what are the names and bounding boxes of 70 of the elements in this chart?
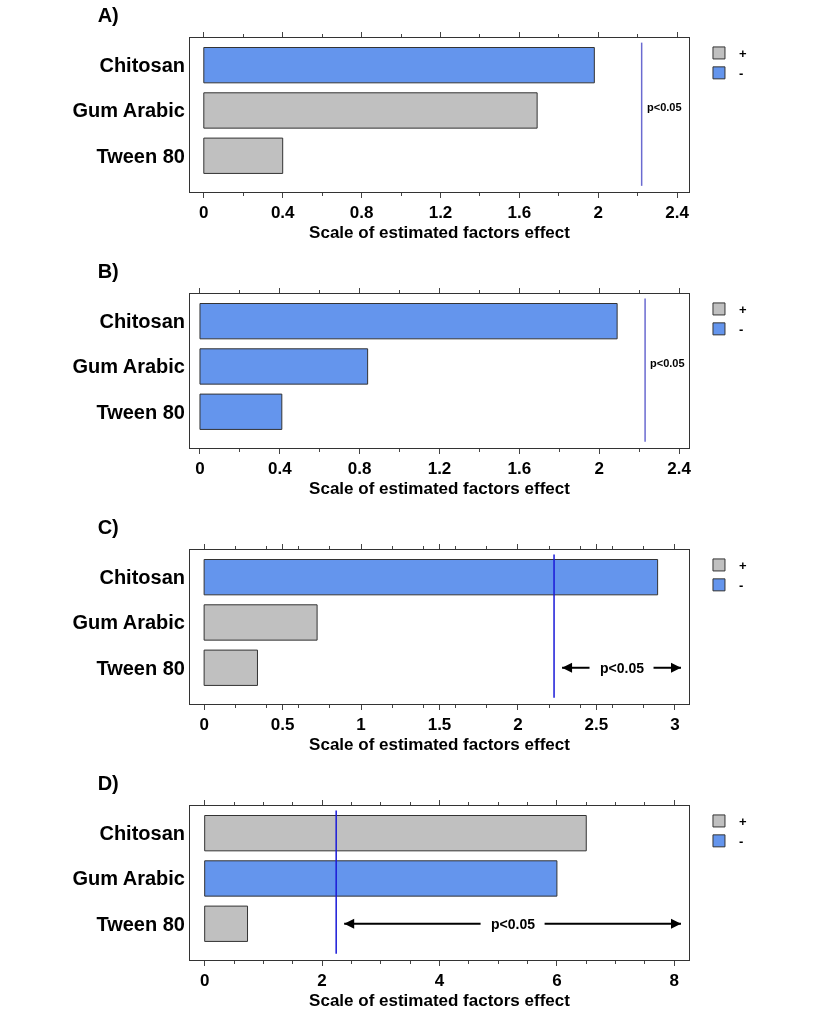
y-tick-label: Tween 80 [96, 400, 185, 423]
y-tick-label: Chitosan [99, 310, 185, 333]
x-tick-label: 0 [195, 459, 205, 479]
bar [199, 303, 618, 340]
bar [203, 604, 318, 641]
chart-title: B) [97, 259, 119, 282]
x-tick-label: 3 [670, 715, 680, 735]
x-tick-label: 2 [593, 203, 603, 223]
x-tick-label: 2.4 [667, 459, 692, 479]
x-tick-label: 0 [199, 203, 209, 223]
bar [199, 393, 283, 430]
y-tick-label: Chitosan [99, 54, 185, 77]
bar [203, 137, 284, 174]
x-tick-label: 1 [356, 715, 366, 735]
x-tick-label: 0 [199, 971, 210, 991]
bar [203, 559, 659, 596]
y-tick-label: Gum Arabic [72, 611, 185, 634]
bar [204, 905, 249, 942]
x-tick-label: 1.6 [507, 459, 532, 479]
bar [203, 649, 258, 686]
y-tick-label: Gum Arabic [72, 355, 185, 378]
x-tick-label: 8 [669, 971, 680, 991]
legend-label: + [738, 46, 747, 62]
legend-label: - [738, 321, 744, 337]
x-tick-label: 1.6 [507, 203, 532, 223]
y-tick-label: Chitosan [99, 566, 185, 589]
x-axis-title: Scale of estimated factors effect [309, 222, 571, 242]
x-tick-label: 0.4 [268, 459, 293, 479]
x-tick-label: 1.5 [427, 715, 452, 735]
x-tick-label: 2 [317, 971, 327, 991]
y-tick-label: Tween 80 [96, 144, 185, 167]
x-tick-label: 2 [594, 459, 604, 479]
x-axis-title: Scale of estimated factors effect [309, 990, 571, 1010]
x-tick-label: 0 [199, 715, 209, 735]
x-tick-label: 1.2 [428, 203, 453, 223]
x-tick-label: 4 [434, 971, 445, 991]
chart-title: C) [97, 515, 119, 538]
x-tick-label: 2.4 [665, 203, 690, 223]
bar [204, 860, 558, 897]
x-tick-label: 0.5 [270, 715, 295, 735]
ref-line-label: p<0.05 [650, 357, 685, 369]
y-tick-label: Tween 80 [96, 656, 185, 679]
y-tick-label: Chitosan [99, 822, 185, 845]
x-tick-label: 6 [552, 971, 562, 991]
legend-label: + [738, 558, 747, 574]
legend-label: - [738, 577, 744, 593]
x-axis-title: Scale of estimated factors effect [309, 478, 571, 498]
bar [203, 47, 595, 84]
y-tick-label: Gum Arabic [72, 867, 185, 890]
x-tick-label: 1.2 [427, 459, 452, 479]
chart-title: D) [97, 771, 119, 794]
legend-label: + [738, 814, 747, 830]
x-axis-title: Scale of estimated factors effect [309, 734, 571, 754]
x-tick-label: 0.8 [347, 459, 372, 479]
x-tick-label: 2.5 [584, 715, 609, 735]
legend-label: - [738, 65, 744, 81]
annotation: p<0.05 [600, 660, 645, 676]
y-tick-label: Tween 80 [96, 912, 185, 935]
legend-label: - [738, 833, 744, 849]
bar [204, 815, 587, 852]
x-tick-label: 0.8 [349, 203, 374, 223]
ref-line-label: p<0.05 [647, 101, 682, 113]
bar [203, 92, 538, 129]
y-tick-label: Gum Arabic [72, 99, 185, 122]
bar [199, 348, 369, 385]
chart-title: A) [97, 3, 119, 26]
legend-label: + [738, 302, 747, 318]
annotation: p<0.05 [491, 916, 536, 932]
x-tick-label: 0.4 [270, 203, 296, 223]
x-tick-label: 2 [513, 715, 523, 735]
